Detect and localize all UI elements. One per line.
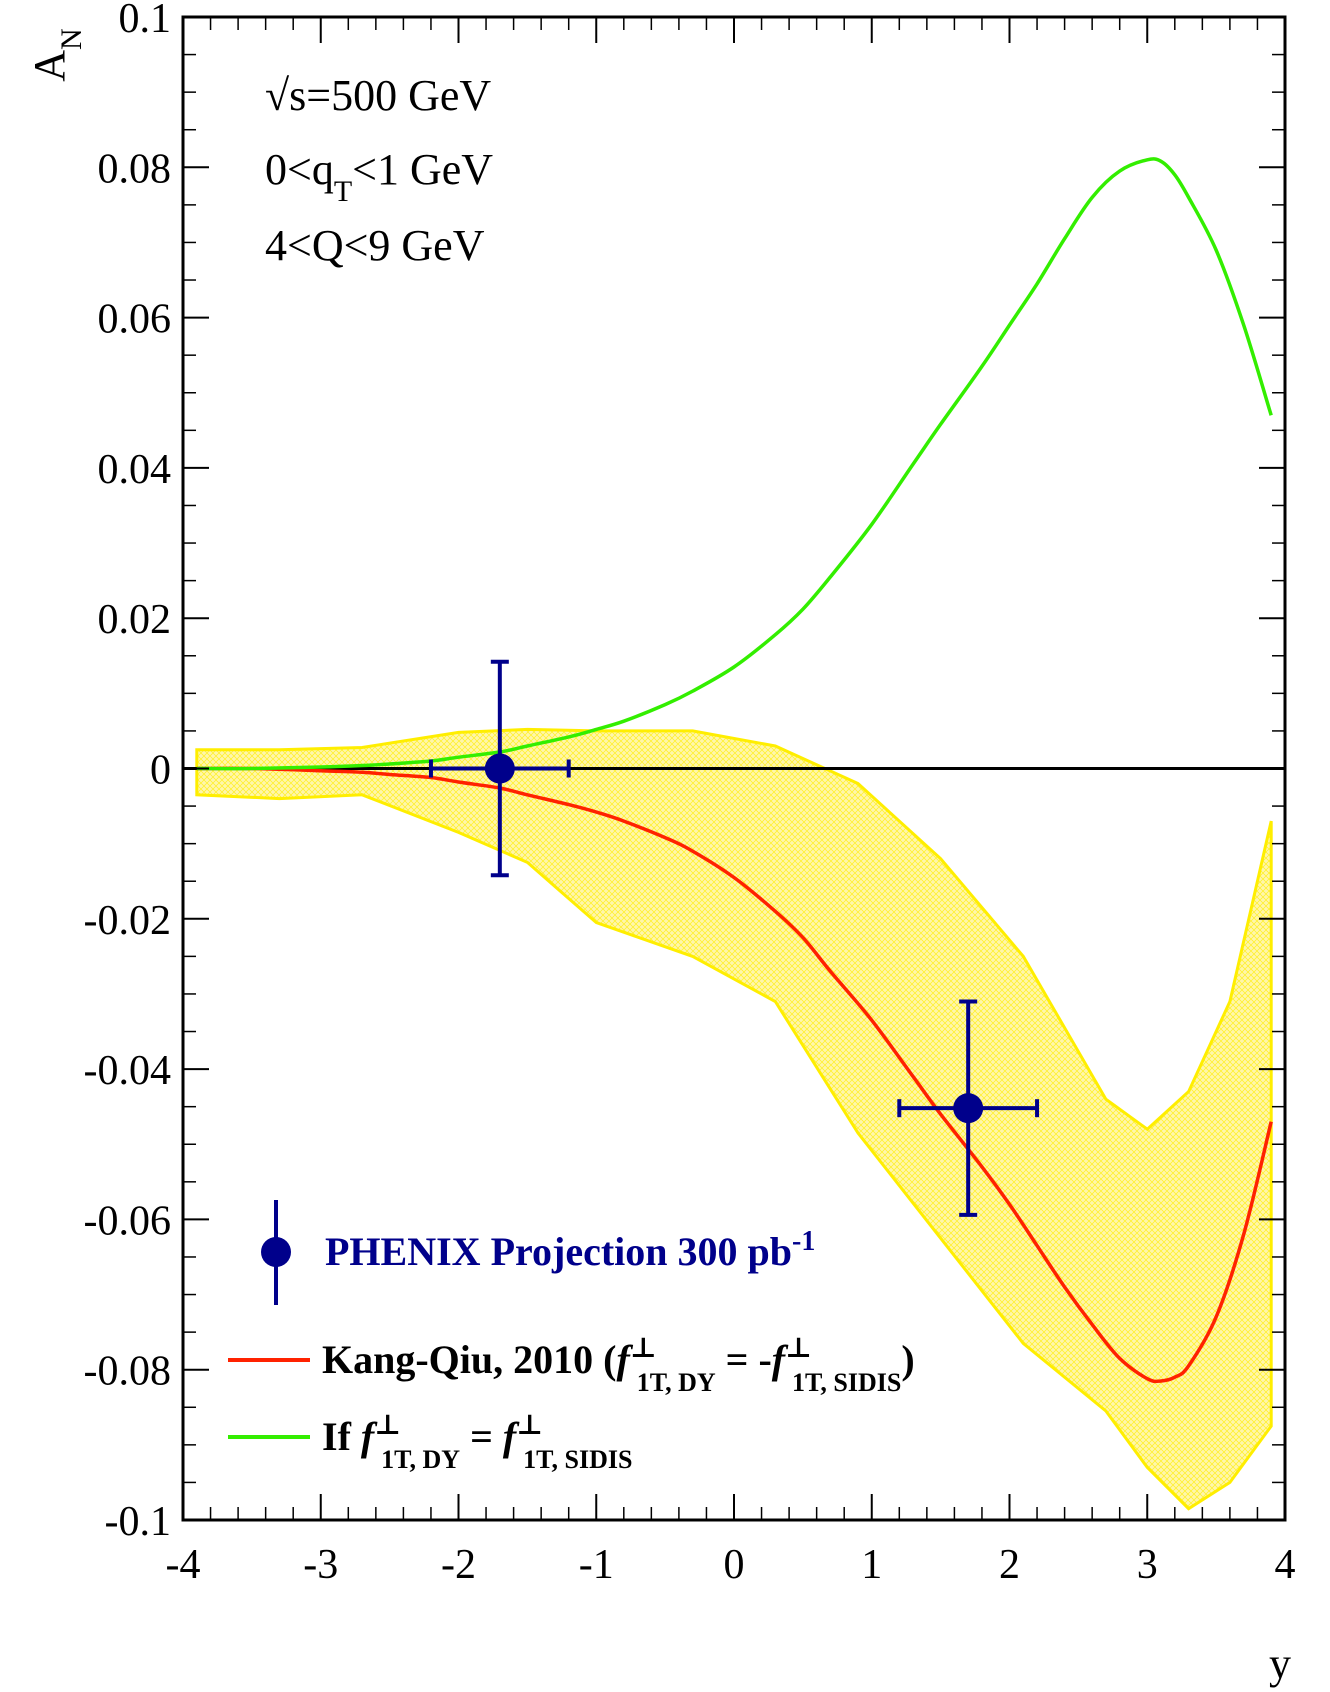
qt-annotation: 0<qT<1 GeV [265,145,493,208]
y-tick-label: -0.04 [84,1048,172,1094]
y-tick-label: -0.08 [84,1349,172,1395]
y-tick-label: 0.02 [98,597,172,643]
x-tick-label: 3 [1137,1542,1158,1588]
if-pre: If [322,1414,361,1459]
y-axis-label-sub: N [55,28,88,50]
x-tick-label: -1 [579,1542,614,1588]
series-line-if-equal [196,157,1273,771]
if-sup1: ⊥ [374,1410,401,1441]
tick-layer: -4 -3 -2 -1 0 1 2 3 4 -0.1 -0.08 -0.06 -0.04 -0.02 0 0.… [84,0,1296,1588]
y-axis-label: AN [25,28,88,81]
uncertainty-band [195,727,1273,1511]
data-point-layer [428,659,1040,1217]
legend-if-label: If f⊥ 1T, DY = f⊥ 1T, SIDIS [322,1410,632,1474]
kq-sup2: ⊥ [785,1333,812,1364]
kq-post: ) [901,1337,914,1382]
kq-sub2: 1T, SIDIS [792,1368,901,1397]
data-point-marker [484,753,515,784]
if-sub2: 1T, SIDIS [523,1445,632,1474]
legend-phenix-dot [261,1237,291,1267]
legend-phenix-marker [261,1200,291,1305]
qt-sub: T [334,175,352,208]
kq-f1: f [616,1337,633,1382]
if-sup2: ⊥ [516,1410,543,1441]
x-tick-label: -2 [441,1542,476,1588]
q-annotation: 4<Q<9 GeV [265,221,485,270]
x-tick-label: 0 [724,1542,745,1588]
curve-layer [196,157,1273,1384]
series-line-kang-qiu [196,766,1273,1384]
y-tick-label: 0.1 [119,0,172,42]
kq-mid: = - [716,1337,772,1382]
y-tick-label: 0.08 [98,146,172,192]
x-tick-label: -3 [303,1542,338,1588]
x-tick-label: 2 [999,1542,1020,1588]
kq-f2: f [772,1337,789,1382]
data-point-1 [428,659,571,878]
energy-annotation: √s=500 GeV [265,71,491,120]
kq-pre: Kang-Qiu, 2010 ( [322,1337,616,1382]
if-f2: f [503,1414,520,1459]
x-axis-label: y [1269,1639,1291,1688]
qt-post: <1 GeV [352,145,493,194]
kq-sup1: ⊥ [630,1333,657,1364]
uncertainty-band-layer [195,727,1273,1511]
y-tick-label: 0.06 [98,297,172,343]
kq-sub1: 1T, DY [637,1368,716,1397]
legend-phenix-text: PHENIX Projection 300 pb [325,1229,792,1274]
legend-phenix-label: PHENIX Projection 300 pb-1 [325,1226,815,1275]
y-tick-label: -0.02 [84,898,172,944]
x-tick-label: -4 [166,1542,201,1588]
y-tick-label: 0.04 [98,447,172,493]
legend-kang-qiu-label: Kang-Qiu, 2010 (f⊥ 1T, DY = -f⊥ 1T, SIDIS) [322,1333,915,1397]
qt-pre: 0<q [265,145,334,194]
y-tick-label: -0.06 [84,1198,172,1244]
legend-phenix-sup: -1 [792,1226,815,1257]
if-sub1: 1T, DY [381,1445,460,1474]
y-tick-label: 0 [150,748,171,794]
x-tick-label: 4 [1275,1542,1296,1588]
y-axis-label-main: A [25,50,74,82]
data-point-marker [953,1093,984,1124]
y-tick-label: -0.1 [105,1499,172,1545]
if-f1: f [361,1414,378,1459]
if-mid: = [460,1414,503,1459]
legend: PHENIX Projection 300 pb-1 Kang-Qiu, 201… [228,1200,915,1474]
x-tick-label: 1 [861,1542,882,1588]
data-point-2 [897,999,1040,1217]
